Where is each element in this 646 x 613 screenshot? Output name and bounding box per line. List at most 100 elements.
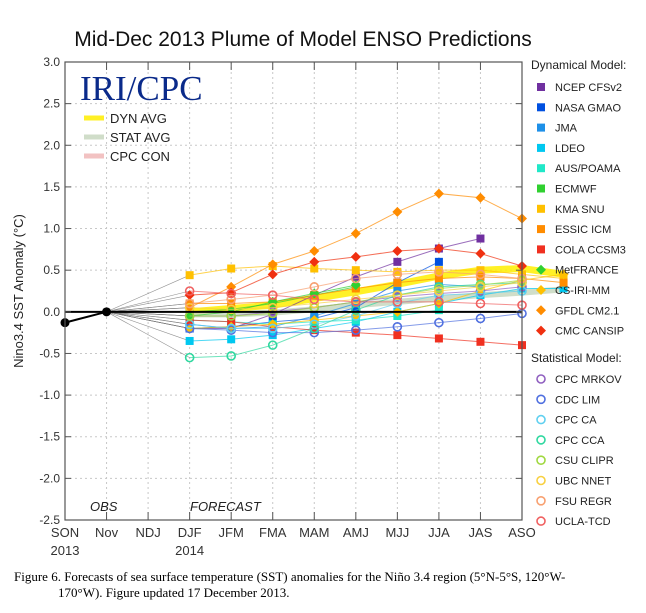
legend-marker — [537, 245, 545, 254]
legend-marker — [537, 204, 545, 213]
legend-marker — [537, 143, 545, 152]
legend-label: CPC CCA — [555, 435, 605, 447]
legend-marker — [536, 414, 546, 425]
x-tick-label: DJF — [178, 525, 202, 540]
series-line — [189, 276, 564, 304]
data-point — [434, 334, 443, 343]
data-point — [268, 331, 277, 340]
legend-label: CDC LIM — [555, 394, 600, 406]
y-tick-labels: 3.0 2.5 2.0 1.5 1.0 0.5 0.0 -0.5 -1.0 -1.5 -2.0 -2.… — [39, 55, 60, 527]
legend-label: STAT AVG — [110, 130, 170, 145]
data-point — [226, 281, 237, 292]
legend-marker — [537, 164, 545, 173]
series-line — [189, 265, 564, 280]
data-point — [226, 294, 236, 305]
data-point — [392, 290, 403, 300]
y-axis-label: Nino3.4 SST Anomaly (°C) — [11, 214, 26, 368]
series-line — [189, 312, 523, 334]
legend-label: ECMWF — [555, 184, 597, 196]
connector-line — [106, 294, 190, 313]
x-tick-label: Nov — [95, 525, 119, 540]
data-point — [309, 246, 320, 257]
data-point — [351, 272, 360, 281]
data-point — [350, 251, 361, 262]
series-line — [189, 290, 523, 329]
y-tick-label: 0.5 — [43, 263, 60, 277]
data-point — [309, 256, 320, 267]
connector-line — [106, 311, 190, 329]
caption-line-1: Figure 6. Forecasts of sea surface tempe… — [14, 569, 566, 584]
connector-line — [106, 311, 190, 358]
legend-marker — [536, 394, 546, 405]
legend-marker — [536, 325, 546, 336]
data-point — [475, 192, 486, 203]
data-point — [185, 271, 194, 280]
connector-line — [106, 274, 190, 313]
legend-marker — [537, 225, 545, 234]
x-tick-label: MAM — [299, 525, 329, 540]
data-point — [227, 335, 236, 344]
legend-label: JMA — [555, 123, 578, 135]
series-ubc-nnet — [184, 277, 527, 315]
data-point — [559, 278, 568, 287]
data-point — [351, 303, 360, 312]
legend-marker — [536, 516, 546, 526]
x-tick-label: SON — [51, 525, 79, 540]
data-point — [310, 326, 319, 335]
x-tick-label: JAS — [469, 525, 493, 540]
caption-line-2: 170°W). Figure updated 17 December 2013. — [58, 585, 290, 600]
data-point — [351, 266, 360, 275]
x-tick-label: FMA — [259, 525, 287, 540]
data-point — [476, 272, 485, 281]
legend-marker — [537, 103, 545, 112]
data-point — [351, 328, 360, 337]
data-point — [476, 234, 485, 243]
data-point — [475, 298, 486, 309]
legend-label: NASA GMAO — [555, 102, 621, 114]
logo-text: IRI/CPC — [80, 69, 203, 108]
legend-label: CPC CON — [110, 149, 170, 164]
data-point — [392, 206, 403, 217]
data-point — [434, 286, 444, 296]
data-point — [392, 269, 403, 280]
data-point — [351, 273, 361, 284]
dynamical-legend: NCEP CFSv2 NASA GMAO JMA LDEO AUS/POAMA ECMWF… — [536, 82, 626, 338]
data-point — [309, 282, 320, 292]
legend-label: KMA SNU — [555, 204, 605, 216]
data-point — [309, 323, 320, 334]
data-point — [184, 286, 195, 296]
data-point — [434, 267, 444, 277]
data-point — [558, 269, 569, 280]
data-point — [267, 290, 278, 300]
data-point — [184, 352, 195, 363]
data-point — [475, 248, 486, 259]
data-point — [393, 267, 402, 276]
chart-title: Mid-Dec 2013 Plume of Model ENSO Predict… — [74, 28, 532, 51]
legend-label: MetFRANCE — [555, 265, 619, 277]
data-point — [392, 322, 403, 332]
data-point — [267, 259, 278, 270]
average-legend: DYN AVG STAT AVG CPC CON — [84, 111, 170, 164]
legend-marker — [536, 374, 546, 384]
series-line — [189, 290, 523, 306]
y-tick-label: 0.0 — [43, 305, 60, 319]
data-point — [393, 257, 402, 266]
data-point — [434, 317, 444, 328]
data-point — [351, 325, 361, 335]
model-series — [184, 188, 569, 363]
obs-annotation: OBS — [90, 499, 118, 514]
data-point — [226, 304, 236, 315]
data-point — [434, 266, 443, 275]
x-tick-labels: SON Nov NDJ DJF JFM FMA MAM AMJ MJJ JJA JAS ASO 2013… — [51, 525, 536, 558]
legend-label: CS-IRI-MM — [555, 285, 610, 297]
series-fsu-regr — [184, 267, 527, 309]
connector-line — [106, 311, 190, 342]
legend-label: NCEP CFSv2 — [555, 82, 622, 94]
data-point — [351, 297, 361, 307]
connector-line — [106, 303, 190, 313]
legend-label: DYN AVG — [110, 111, 167, 126]
data-point — [475, 282, 486, 292]
enso-plume-chart: Mid-Dec 2013 Plume of Model ENSO Predict… — [11, 28, 626, 558]
connector-line — [106, 290, 190, 313]
data-point — [433, 188, 444, 199]
